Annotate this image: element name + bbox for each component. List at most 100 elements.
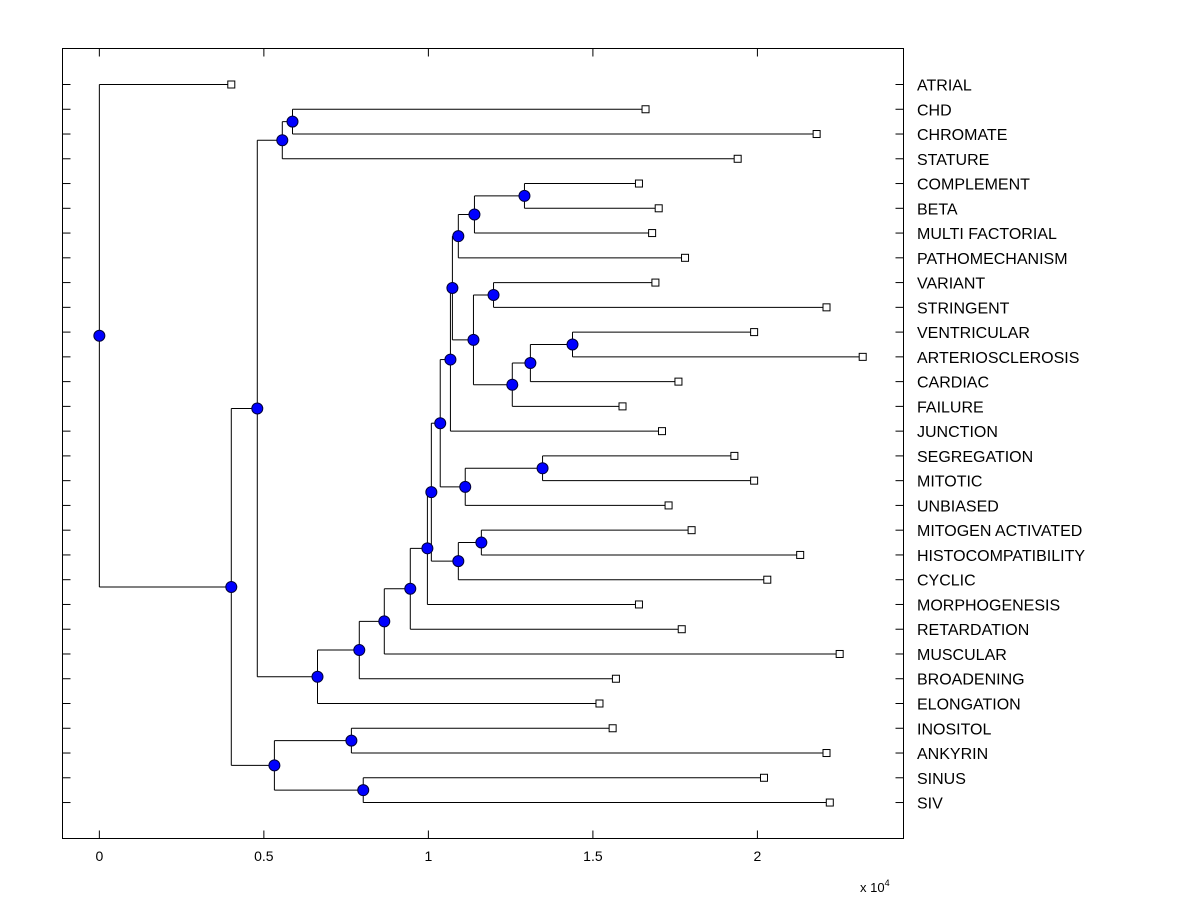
- leaf-marker: [641, 105, 650, 114]
- leaf-label: ELONGATION: [917, 697, 1021, 714]
- leaf-label: BROADENING: [917, 672, 1025, 689]
- x-multiplier-exponent: 4: [885, 878, 890, 888]
- internal-node-marker: [459, 480, 472, 493]
- internal-node-marker: [225, 580, 238, 593]
- internal-node-marker: [536, 462, 549, 475]
- leaf-marker: [664, 501, 673, 510]
- internal-node-marker: [518, 189, 531, 202]
- x-tick-label: 2: [754, 848, 762, 864]
- plot-area: [62, 48, 904, 839]
- internal-node-marker: [452, 555, 465, 568]
- x-tick-label: 0.5: [254, 848, 274, 864]
- leaf-label: STRINGENT: [917, 300, 1010, 317]
- leaf-marker: [657, 427, 666, 436]
- leaf-label: JUNCTION: [917, 424, 998, 441]
- leaf-label: BETA: [917, 201, 958, 218]
- leaf-label: COMPLEMENT: [917, 177, 1030, 194]
- internal-node-marker: [566, 338, 579, 351]
- internal-node-marker: [506, 378, 519, 391]
- internal-node-marker: [421, 542, 434, 555]
- leaf-marker: [677, 625, 686, 634]
- internal-node-marker: [378, 615, 391, 628]
- leaf-label: MORPHOGENESIS: [917, 597, 1060, 614]
- leaf-marker: [822, 303, 831, 312]
- leaf-marker: [687, 526, 696, 535]
- leaf-label: MITOTIC: [917, 474, 982, 491]
- leaf-label: MULTI FACTORIAL: [917, 226, 1057, 243]
- internal-node-marker: [276, 134, 289, 147]
- x-tick-label: 0: [95, 848, 103, 864]
- x-multiplier-label: x 104: [860, 878, 890, 895]
- leaf-marker: [733, 154, 742, 163]
- internal-node-marker: [487, 288, 500, 301]
- leaf-marker: [595, 699, 604, 708]
- internal-node-marker: [251, 402, 264, 415]
- leaf-label: ARTERIOSCLEROSIS: [917, 350, 1079, 367]
- leaf-marker: [227, 80, 236, 89]
- leaf-label: MUSCULAR: [917, 647, 1007, 664]
- internal-node-marker: [311, 670, 324, 683]
- leaf-marker: [759, 773, 768, 782]
- leaf-label: PATHOMECHANISM: [917, 251, 1068, 268]
- leaf-marker: [634, 179, 643, 188]
- leaf-marker: [648, 229, 657, 238]
- leaf-marker: [763, 575, 772, 584]
- internal-node-marker: [286, 115, 299, 128]
- leaf-label: VENTRICULAR: [917, 325, 1030, 342]
- leaf-label: HISTOCOMPATIBILITY: [917, 548, 1085, 565]
- x-tick-label: 1: [424, 848, 432, 864]
- leaf-marker: [634, 600, 643, 609]
- internal-node-marker: [93, 329, 106, 342]
- leaf-marker: [825, 798, 834, 807]
- leaf-label: SIV: [917, 796, 943, 813]
- leaf-marker: [608, 724, 617, 733]
- internal-node-marker: [434, 417, 447, 430]
- internal-node-marker: [444, 353, 457, 366]
- internal-node-marker: [345, 734, 358, 747]
- leaf-label: ANKYRIN: [917, 746, 988, 763]
- leaf-marker: [750, 476, 759, 485]
- internal-node-marker: [452, 230, 465, 243]
- branch-lines: [98, 84, 863, 804]
- leaf-label: SINUS: [917, 771, 966, 788]
- leaf-marker: [812, 130, 821, 139]
- leaf-marker: [651, 278, 660, 287]
- internal-node-marker: [475, 536, 488, 549]
- internal-node-marker: [446, 281, 459, 294]
- x-tick-label: 1.5: [583, 848, 603, 864]
- internal-node-marker: [524, 357, 537, 370]
- x-axis: 0 0.5 1 1.5 2: [62, 48, 904, 864]
- internal-node-marker: [467, 333, 480, 346]
- leaf-label: VARIANT: [917, 276, 985, 293]
- internal-node-marker: [404, 582, 417, 595]
- leaf-label: STATURE: [917, 152, 989, 169]
- node-markers: [93, 80, 867, 807]
- leaf-label: INOSITOL: [917, 721, 991, 738]
- leaf-label: CHD: [917, 102, 952, 119]
- leaf-marker: [681, 253, 690, 262]
- leaf-label: UNBIASED: [917, 498, 999, 515]
- leaf-marker: [674, 377, 683, 386]
- leaf-label: CYCLIC: [917, 573, 976, 590]
- leaf-marker: [835, 649, 844, 658]
- leaf-marker: [654, 204, 663, 213]
- leaf-label: CARDIAC: [917, 375, 989, 392]
- leaf-label: CHROMATE: [917, 127, 1007, 144]
- internal-node-marker: [468, 208, 481, 221]
- leaf-label: FAILURE: [917, 399, 984, 416]
- leaf-marker: [750, 328, 759, 337]
- leaf-label: MITOGEN ACTIVATED: [917, 523, 1082, 540]
- leaf-marker: [618, 402, 627, 411]
- internal-node-marker: [357, 784, 370, 797]
- leaf-marker: [796, 550, 805, 559]
- leaf-marker: [822, 749, 831, 758]
- internal-node-marker: [268, 759, 281, 772]
- leaf-marker: [611, 674, 620, 683]
- leaf-label: ATRIAL: [917, 78, 972, 95]
- leaf-label: SEGREGATION: [917, 449, 1033, 466]
- internal-node-marker: [425, 486, 438, 499]
- leaf-marker: [858, 352, 867, 361]
- internal-node-marker: [353, 644, 366, 657]
- leaf-marker: [730, 451, 739, 460]
